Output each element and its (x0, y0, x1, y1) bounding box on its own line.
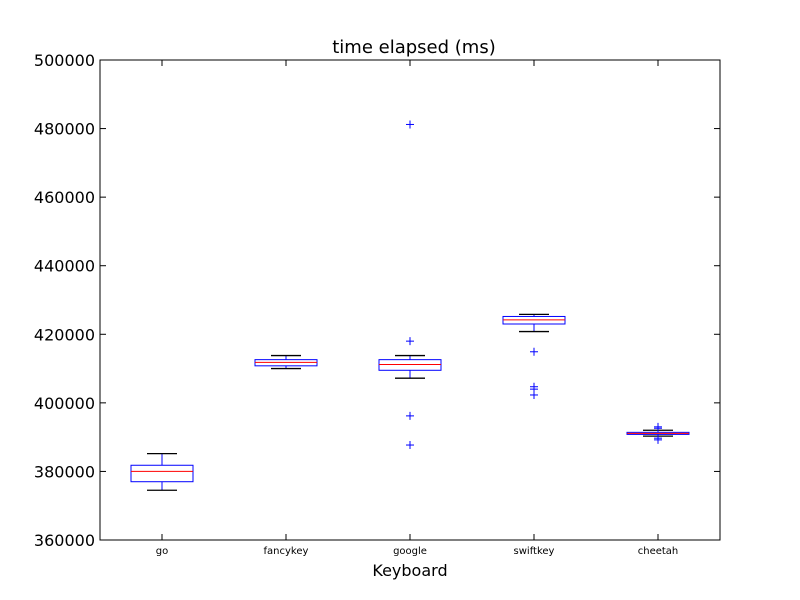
y-tick-label: 400000 (34, 394, 95, 413)
outlier-marker (530, 347, 538, 356)
y-tick-label: 420000 (34, 325, 95, 344)
box-group-cheetah (626, 422, 690, 444)
x-axis-label: Keyboard (372, 561, 447, 580)
x-tick-label-fancykey: fancykey (264, 546, 309, 557)
x-tick-label-go: go (156, 546, 168, 557)
plot-area: 360000 380000 400000 420000 440000 460000 4800… (34, 51, 721, 557)
box-iqr (130, 464, 194, 483)
y-tick-label: 460000 (34, 188, 95, 207)
box-group-fancykey (254, 354, 318, 370)
x-tick-label-cheetah: cheetah (638, 546, 679, 557)
outlier-marker (406, 441, 414, 450)
x-tick-label-swiftkey: swiftkey (514, 546, 555, 557)
outlier-marker (406, 411, 414, 420)
box-group-google (378, 120, 442, 450)
outlier-marker (406, 337, 414, 346)
y-tick-label: 380000 (34, 462, 95, 481)
outlier-marker (530, 382, 538, 391)
y-tick-label: 480000 (34, 120, 95, 139)
outlier-marker (406, 120, 414, 129)
box-group-swiftkey (502, 313, 566, 399)
box-iqr (378, 359, 442, 371)
x-tick-label-google: google (393, 546, 427, 557)
box-group-go (130, 452, 194, 491)
chart-title: time elapsed (ms) (332, 37, 495, 58)
y-tick-label: 500000 (34, 51, 95, 70)
y-tick-label: 360000 (34, 531, 95, 550)
y-tick-label: 440000 (34, 257, 95, 276)
outlier-marker (654, 422, 662, 431)
outlier-marker (654, 434, 662, 443)
